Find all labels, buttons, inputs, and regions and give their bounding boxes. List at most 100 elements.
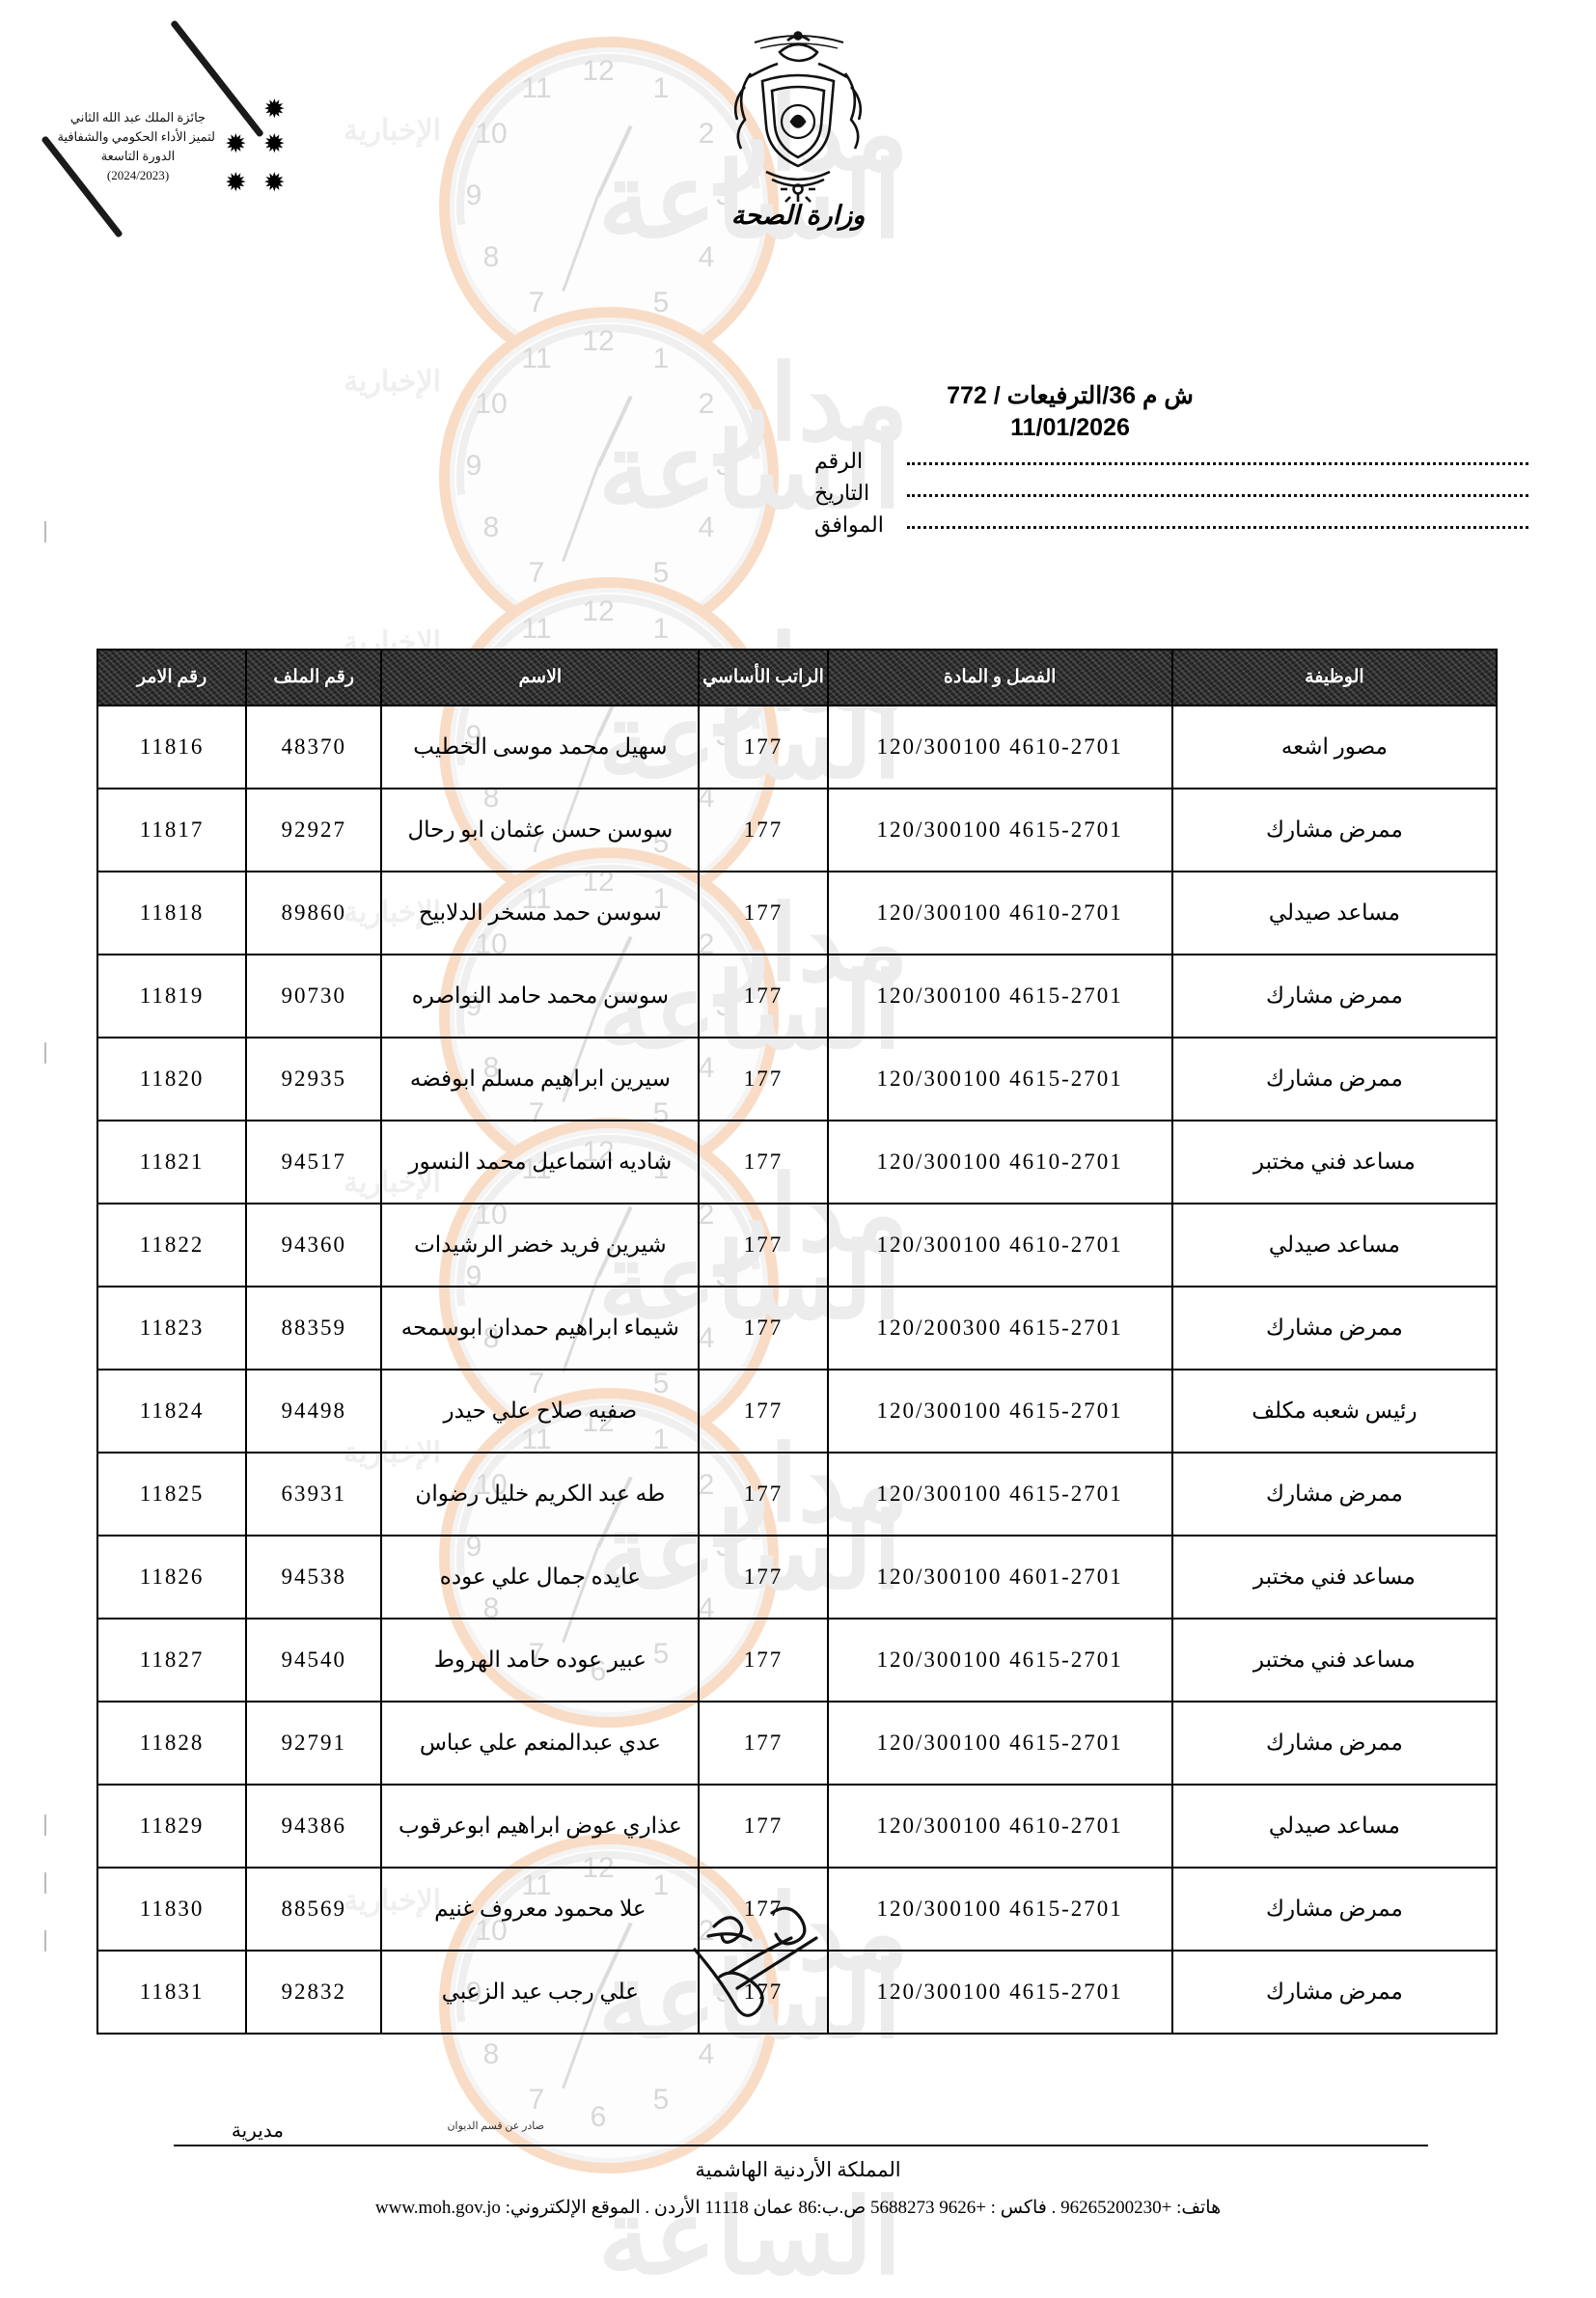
- cell-salary: 177: [698, 1950, 829, 2035]
- table-row: ممرض مشارك 120/300100 4615-2701 177 طه عبد …: [96, 1452, 1499, 1537]
- column-header-file-no-label: رقم الملف: [273, 667, 355, 688]
- cell-name: عايده جمال علي عوده: [380, 1535, 701, 1620]
- award-stars: ✹ ✹ ✹ ✹ ✹: [217, 97, 304, 203]
- watermark-clock-2: 12 1 2 3 4 5 6 7 8 9 10 11: [395, 263, 823, 691]
- footer-contact: هاتف: +96265200230 . فاكس : +9626 568827…: [375, 2197, 1221, 2219]
- page-edge-tick: [44, 1814, 46, 1836]
- cell-salary: 177: [698, 705, 829, 789]
- cell-salary: 177: [698, 1867, 829, 1952]
- table-row: مساعد فني مختبر 120/300100 4610-2701 177 شا…: [96, 1120, 1499, 1204]
- cell-chapter: 120/300100 4615-2701: [826, 788, 1173, 872]
- signature-department-note: مديرية: [231, 2120, 284, 2142]
- cell-file-no: 48370: [245, 705, 383, 789]
- cell-file-no: 92791: [245, 1701, 383, 1786]
- dotted-line: [907, 526, 1528, 529]
- table-header-row: الوظيفة الفصل و المادة الراتب الأساسي ال…: [96, 649, 1499, 706]
- cell-name: طه عبد الكريم خليل رضوان: [380, 1452, 701, 1537]
- cell-chapter: 120/200300 4615-2701: [826, 1286, 1173, 1370]
- cell-job: مساعد صيدلي: [1170, 1784, 1499, 1869]
- table-row: ممرض مشارك 120/300100 4615-2701 177 علا محم…: [96, 1867, 1499, 1952]
- cell-order-no: 11818: [96, 871, 248, 955]
- cell-order-no: 11824: [96, 1369, 248, 1454]
- cell-name: سوسن حمد مسخر الدلابيح: [380, 871, 701, 955]
- footer-small-note: صادر عن قسم الديوان: [447, 2120, 544, 2132]
- cell-order-no: 11830: [96, 1867, 248, 1952]
- cell-chapter: 120/300100 4610-2701: [826, 705, 1173, 789]
- footer-department: المملكة الأردنية الهاشمية: [695, 2158, 901, 2181]
- cell-chapter: 120/300100 4615-2701: [826, 1618, 1173, 1703]
- cell-salary: 177: [698, 1701, 829, 1786]
- cell-name: علي رجب عيد الزعبي: [380, 1950, 701, 2035]
- page-edge-tick: [44, 1872, 46, 1894]
- cell-salary: 177: [698, 871, 829, 955]
- cell-file-no: 94360: [245, 1203, 383, 1287]
- award-line-1: جائزة الملك عبد الله الثاني: [69, 110, 206, 125]
- dotted-line: [907, 494, 1528, 497]
- cell-salary: 177: [698, 1618, 829, 1703]
- cell-chapter: 120/300100 4610-2701: [826, 1120, 1173, 1204]
- footer-contact-arabic: هاتف: +96265200230 . فاكس : +9626 568827…: [505, 2198, 1222, 2218]
- cell-file-no: 94517: [245, 1120, 383, 1204]
- cell-job: ممرض مشارك: [1170, 1286, 1499, 1370]
- cell-order-no: 11829: [96, 1784, 248, 1869]
- cell-order-no: 11819: [96, 954, 248, 1038]
- column-header-order-no: رقم الامر: [96, 649, 248, 706]
- column-header-salary: الراتب الأساسي: [698, 649, 829, 706]
- cell-job: ممرض مشارك: [1170, 1037, 1499, 1121]
- cell-chapter: 120/300100 4601-2701: [826, 1535, 1173, 1620]
- cell-order-no: 11826: [96, 1535, 248, 1620]
- reference-block: ش م 36/الترفيعات / 772 11/01/2026 الرقم …: [814, 381, 1528, 538]
- cell-file-no: 88569: [245, 1867, 383, 1952]
- cell-file-no: 92832: [245, 1950, 383, 2035]
- cell-job: ممرض مشارك: [1170, 788, 1499, 872]
- cell-salary: 177: [698, 1203, 829, 1287]
- promotions-table: الوظيفة الفصل و المادة الراتب الأساسي ال…: [96, 649, 1499, 2035]
- cell-chapter: 120/300100 4615-2701: [826, 1701, 1173, 1786]
- reference-number: ش م 36/الترفيعات / 772: [947, 382, 1194, 409]
- cell-job: ممرض مشارك: [1170, 1867, 1499, 1952]
- table-row: مساعد صيدلي 120/300100 4610-2701 177 عذاري …: [96, 1784, 1499, 1869]
- cell-order-no: 11817: [96, 788, 248, 872]
- footer-website[interactable]: www.moh.gov.jo: [374, 2198, 501, 2218]
- cell-name: شيماء ابراهيم حمدان ابوسمحه: [380, 1286, 701, 1370]
- cell-order-no: 11825: [96, 1452, 248, 1537]
- cell-name: عدي عبدالمنعم علي عباس: [380, 1701, 701, 1786]
- reference-date-value: 11/01/2026: [1010, 414, 1130, 441]
- label-date: التاريخ: [814, 481, 870, 505]
- cell-order-no: 11823: [96, 1286, 248, 1370]
- cell-name: سوسن حسن عثمان ابو رحال: [380, 788, 701, 872]
- cell-job: ممرض مشارك: [1170, 1701, 1499, 1786]
- column-header-order-no-label: رقم الامر: [136, 667, 207, 688]
- award-line-4: (2024/2023): [106, 168, 170, 183]
- star-icon: ✹: [263, 129, 286, 158]
- cell-file-no: 92935: [245, 1037, 383, 1121]
- cell-order-no: 11820: [96, 1037, 248, 1121]
- signature: [679, 1892, 930, 2036]
- cell-order-no: 11821: [96, 1120, 248, 1204]
- cell-job: مصور اشعه: [1170, 705, 1499, 789]
- page-edge-tick: [44, 1042, 46, 1064]
- cell-name: شيرين فريد خضر الرشيدات: [380, 1203, 701, 1287]
- column-header-job-label: الوظيفة: [1305, 667, 1364, 688]
- star-icon: ✹: [263, 168, 286, 197]
- cell-chapter: 120/300100 4615-2701: [826, 1369, 1173, 1454]
- cell-job: مساعد فني مختبر: [1170, 1618, 1499, 1703]
- cell-name: سوسن محمد حامد النواصره: [380, 954, 701, 1038]
- cell-job: ممرض مشارك: [1170, 1950, 1499, 2035]
- cell-job: ممرض مشارك: [1170, 1452, 1499, 1537]
- dotted-line: [907, 462, 1528, 465]
- cell-chapter: 120/300100 4615-2701: [826, 1867, 1173, 1952]
- table-row: مساعد فني مختبر 120/300100 4615-2701 177 عب…: [96, 1618, 1499, 1703]
- table-row: ممرض مشارك 120/200300 4615-2701 177 شيماء ا…: [96, 1286, 1499, 1370]
- table-row: ممرض مشارك 120/300100 4615-2701 177 علي رجب…: [96, 1950, 1499, 2035]
- watermark-brand-bottom-8: الساعة: [598, 2178, 902, 2295]
- cell-job: مساعد فني مختبر: [1170, 1120, 1499, 1204]
- cell-job: مساعد صيدلي: [1170, 1203, 1499, 1287]
- cell-name: علا محمود معروف غنيم: [380, 1867, 701, 1952]
- table-row: مساعد فني مختبر 120/300100 4601-2701 177 عا…: [96, 1535, 1499, 1620]
- cell-file-no: 90730: [245, 954, 383, 1038]
- cell-file-no: 94540: [245, 1618, 383, 1703]
- star-icon: ✹: [225, 168, 247, 197]
- column-header-salary-label: الراتب الأساسي: [702, 667, 824, 688]
